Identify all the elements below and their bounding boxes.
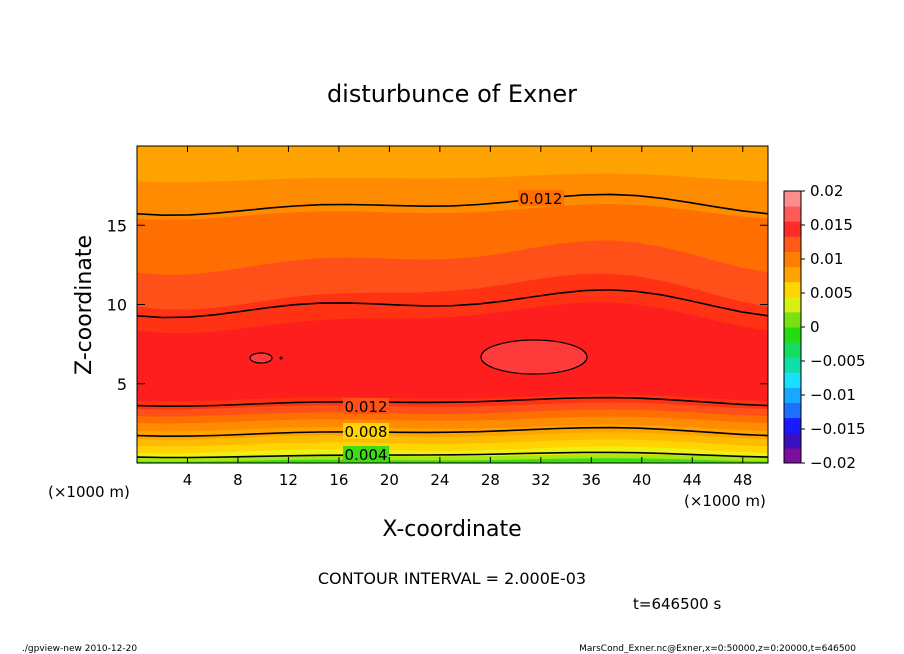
colorbar-tick-label: −0.005 bbox=[810, 352, 866, 370]
colorbar-segment bbox=[784, 387, 801, 404]
x-tick-label: 40 bbox=[632, 471, 651, 489]
contour-label-layer: 0.012 0.012 0.008 0.004 bbox=[343, 190, 564, 464]
colorbar-tick-label: 0 bbox=[810, 318, 820, 336]
footer-right: MarsCond_Exner.nc@Exner,x=0:50000,z=0:20… bbox=[579, 644, 856, 654]
colorbar-segment bbox=[784, 236, 801, 252]
x-axis-label: X-coordinate bbox=[382, 517, 521, 542]
x-axis-ticks: 4 8 12 16 20 24 28 32 36 40 44 48 bbox=[183, 146, 752, 489]
colorbar-segment bbox=[784, 432, 801, 449]
contour-label: 0.012 bbox=[345, 398, 388, 416]
max-blob-left bbox=[249, 352, 273, 364]
contour-0.012-lower bbox=[136, 396, 769, 408]
x-tick-label: 44 bbox=[683, 471, 702, 489]
y-tick-label: 10 bbox=[107, 296, 127, 315]
max-blob-right bbox=[480, 339, 588, 375]
contour-label: 0.012 bbox=[520, 190, 563, 208]
x-tick-label: 48 bbox=[733, 471, 752, 489]
x-tick-label: 32 bbox=[531, 471, 550, 489]
x-tick-label: 24 bbox=[430, 471, 449, 489]
colorbar-segment bbox=[784, 342, 801, 358]
colorbar-segment bbox=[784, 281, 801, 298]
x-tick-label: 16 bbox=[329, 471, 348, 489]
colorbar-tick-label: 0.01 bbox=[810, 250, 843, 268]
contour-line-layer bbox=[136, 193, 769, 459]
colorbar-segment bbox=[784, 311, 801, 328]
colorbar-segment bbox=[784, 402, 801, 419]
contour-0.012-upper bbox=[136, 193, 769, 217]
x-tick-label: 28 bbox=[481, 471, 500, 489]
colorbar-segment bbox=[784, 357, 801, 373]
contour-0.004 bbox=[136, 451, 769, 459]
x-tick-label: 4 bbox=[183, 471, 193, 489]
colorbar-tick-labels: 0.02 0.015 0.01 0.005 0 −0.005 −0.01 −0.015 −0.0… bbox=[801, 182, 866, 472]
contour-0.014 bbox=[136, 288, 769, 319]
contour-label-bg bbox=[343, 446, 389, 462]
max-dot bbox=[279, 356, 283, 360]
x-tick-label: 36 bbox=[582, 471, 601, 489]
x-tick-label: 20 bbox=[380, 471, 399, 489]
colorbar-segment bbox=[784, 206, 801, 222]
footer-left: ./gpview-new 2010-12-20 bbox=[22, 644, 137, 654]
colorbar-tick-label: 0.02 bbox=[810, 182, 843, 200]
contour-label-bg bbox=[518, 190, 564, 206]
colorbar-segment bbox=[784, 417, 801, 434]
chart-title: disturbunce of Exner bbox=[327, 80, 577, 108]
colorbar bbox=[783, 190, 802, 464]
colorbar-tick-label: −0.015 bbox=[810, 420, 866, 438]
x-tick-label: 12 bbox=[279, 471, 298, 489]
colorbar-segment bbox=[784, 266, 801, 283]
colorbar-segment bbox=[784, 296, 801, 313]
x-unit-label-right: (×1000 m) bbox=[684, 492, 766, 510]
colorbar-tick-label: 0.015 bbox=[810, 216, 853, 234]
contour-label: 0.008 bbox=[345, 423, 388, 441]
plot-area: 0.012 0.012 0.008 0.004 bbox=[136, 145, 769, 464]
colorbar-tick-label: 0.005 bbox=[810, 284, 853, 302]
y-axis-label: Z-coordinate bbox=[72, 235, 97, 375]
contour-label-bg bbox=[343, 398, 389, 414]
colorbar-segment bbox=[784, 191, 801, 207]
y-axis-ticks: 5 10 15 bbox=[107, 216, 768, 394]
colorbar-segment bbox=[784, 447, 801, 464]
x-unit-label-left: (×1000 m) bbox=[48, 483, 130, 501]
colorbar-tick-label: −0.01 bbox=[810, 386, 856, 404]
contour-interval-text: CONTOUR INTERVAL = 2.000E-03 bbox=[318, 569, 586, 588]
contour-label-bg bbox=[343, 423, 389, 439]
band-lower-10 bbox=[137, 458, 768, 463]
time-text: t=646500 s bbox=[633, 595, 721, 613]
contour-fill-layer bbox=[137, 146, 768, 463]
colorbar-segment bbox=[784, 372, 801, 388]
x-tick-label: 8 bbox=[233, 471, 243, 489]
colorbar-segment bbox=[784, 327, 801, 343]
colorbar-segment bbox=[784, 251, 801, 268]
colorbar-segment bbox=[784, 221, 801, 237]
y-tick-label: 5 bbox=[117, 375, 127, 394]
y-tick-label: 15 bbox=[107, 216, 127, 235]
contour-label: 0.004 bbox=[345, 446, 388, 464]
colorbar-tick-label: −0.02 bbox=[810, 454, 856, 472]
contour-0.008 bbox=[136, 426, 769, 438]
